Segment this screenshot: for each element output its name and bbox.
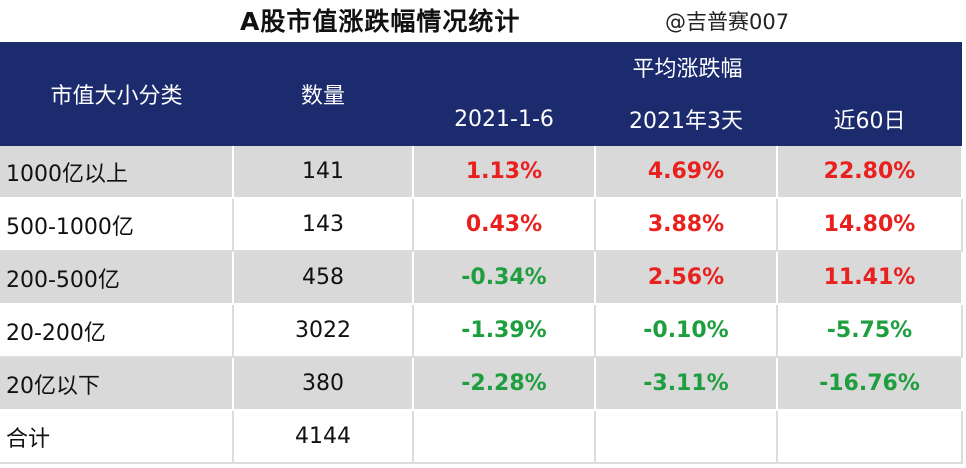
header-count: 数量: [233, 42, 413, 146]
row-change-day: -0.34%: [413, 251, 596, 305]
header-period-day: 2021-1-6: [413, 92, 595, 146]
row-change-day: 0.43%: [413, 198, 596, 252]
header-avg-change: 平均涨跌幅: [413, 42, 962, 92]
header-period-60day: 近60日: [777, 92, 962, 146]
header-period-3day: 2021年3天: [595, 92, 777, 146]
watermark: @吉普赛007: [665, 10, 790, 34]
row-change-60day: [777, 410, 963, 464]
row-change-60day: -5.75%: [777, 304, 963, 358]
row-category: 20-200亿: [0, 304, 234, 358]
row-change-day: [413, 410, 596, 464]
row-category: 合计: [0, 410, 234, 464]
row-count: 380: [233, 357, 414, 411]
title-bar: A股市值涨跌幅情况统计 @吉普赛007: [0, 0, 966, 42]
row-change-3day: 2.56%: [595, 251, 778, 305]
row-change-day: 1.13%: [413, 146, 596, 199]
table-row: 20亿以下 380 -2.28% -3.11% -16.76%: [0, 357, 963, 411]
row-change-3day: -0.10%: [595, 304, 778, 358]
table-row: 20-200亿 3022 -1.39% -0.10% -5.75%: [0, 304, 963, 358]
header-category: 市值大小分类: [0, 42, 233, 146]
row-category: 20亿以下: [0, 357, 234, 411]
row-category: 500-1000亿: [0, 198, 234, 252]
row-change-60day: 11.41%: [777, 251, 963, 305]
row-category: 200-500亿: [0, 251, 234, 305]
row-count: 143: [233, 198, 414, 252]
table-row-total: 合计 4144: [0, 410, 963, 464]
row-change-60day: 14.80%: [777, 198, 963, 252]
row-count: 3022: [233, 304, 414, 358]
row-count: 458: [233, 251, 414, 305]
row-change-day: -1.39%: [413, 304, 596, 358]
page-title: A股市值涨跌幅情况统计: [240, 7, 521, 36]
table-row: 1000亿以上 141 1.13% 4.69% 22.80%: [0, 146, 963, 199]
row-change-60day: 22.80%: [777, 146, 963, 199]
row-change-3day: -3.11%: [595, 357, 778, 411]
row-change-3day: 3.88%: [595, 198, 778, 252]
row-change-day: -2.28%: [413, 357, 596, 411]
row-change-3day: 4.69%: [595, 146, 778, 199]
row-change-60day: -16.76%: [777, 357, 963, 411]
row-change-3day: [595, 410, 778, 464]
market-cap-table: 市值大小分类 数量 平均涨跌幅 2021-1-6 2021年3天 近60日 10…: [0, 42, 963, 464]
row-category: 1000亿以上: [0, 146, 234, 199]
table-row: 500-1000亿 143 0.43% 3.88% 14.80%: [0, 198, 963, 252]
table-row: 200-500亿 458 -0.34% 2.56% 11.41%: [0, 251, 963, 305]
row-count: 141: [233, 146, 414, 199]
row-count: 4144: [233, 410, 414, 464]
